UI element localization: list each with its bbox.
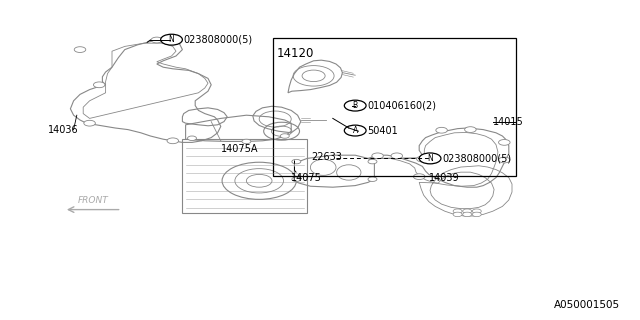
Text: 14120: 14120	[276, 47, 314, 60]
Circle shape	[151, 37, 163, 43]
Circle shape	[372, 153, 383, 159]
Circle shape	[280, 134, 289, 138]
Circle shape	[93, 82, 105, 88]
Text: 023808000(5): 023808000(5)	[442, 153, 511, 164]
Circle shape	[499, 157, 510, 163]
Circle shape	[292, 177, 301, 181]
Circle shape	[167, 138, 179, 144]
Text: 14015: 14015	[493, 116, 524, 127]
Text: A050001505: A050001505	[554, 300, 620, 310]
Circle shape	[472, 209, 481, 213]
Circle shape	[292, 159, 301, 164]
Circle shape	[84, 120, 95, 126]
Text: FRONT: FRONT	[77, 196, 108, 205]
Text: N: N	[428, 154, 433, 163]
Text: 023808000(5): 023808000(5)	[184, 35, 253, 45]
Circle shape	[344, 100, 366, 111]
Text: 010406160(2): 010406160(2)	[367, 100, 436, 111]
Circle shape	[436, 127, 447, 133]
Circle shape	[368, 177, 377, 181]
Circle shape	[472, 212, 481, 217]
Text: 14039: 14039	[429, 172, 460, 183]
Bar	[273, 38, 516, 176]
Text: N: N	[169, 35, 174, 44]
Circle shape	[453, 212, 462, 217]
Circle shape	[391, 153, 403, 159]
Circle shape	[413, 174, 425, 180]
Text: B: B	[353, 101, 358, 110]
Circle shape	[368, 159, 377, 164]
Text: 50401: 50401	[367, 125, 398, 136]
Text: 22633: 22633	[312, 152, 342, 162]
Circle shape	[242, 139, 251, 144]
Text: 14075: 14075	[291, 172, 322, 183]
Circle shape	[161, 34, 182, 45]
Text: 14036: 14036	[48, 124, 79, 135]
Text: A: A	[353, 126, 358, 135]
Circle shape	[465, 127, 476, 132]
Circle shape	[453, 209, 462, 213]
Circle shape	[188, 136, 196, 140]
Circle shape	[463, 209, 472, 213]
Text: 14075A: 14075A	[221, 144, 259, 154]
Circle shape	[417, 156, 428, 162]
Circle shape	[463, 212, 472, 217]
Circle shape	[344, 125, 366, 136]
Circle shape	[74, 47, 86, 52]
Bar	[182, 139, 307, 213]
Circle shape	[499, 140, 510, 145]
Circle shape	[419, 153, 441, 164]
